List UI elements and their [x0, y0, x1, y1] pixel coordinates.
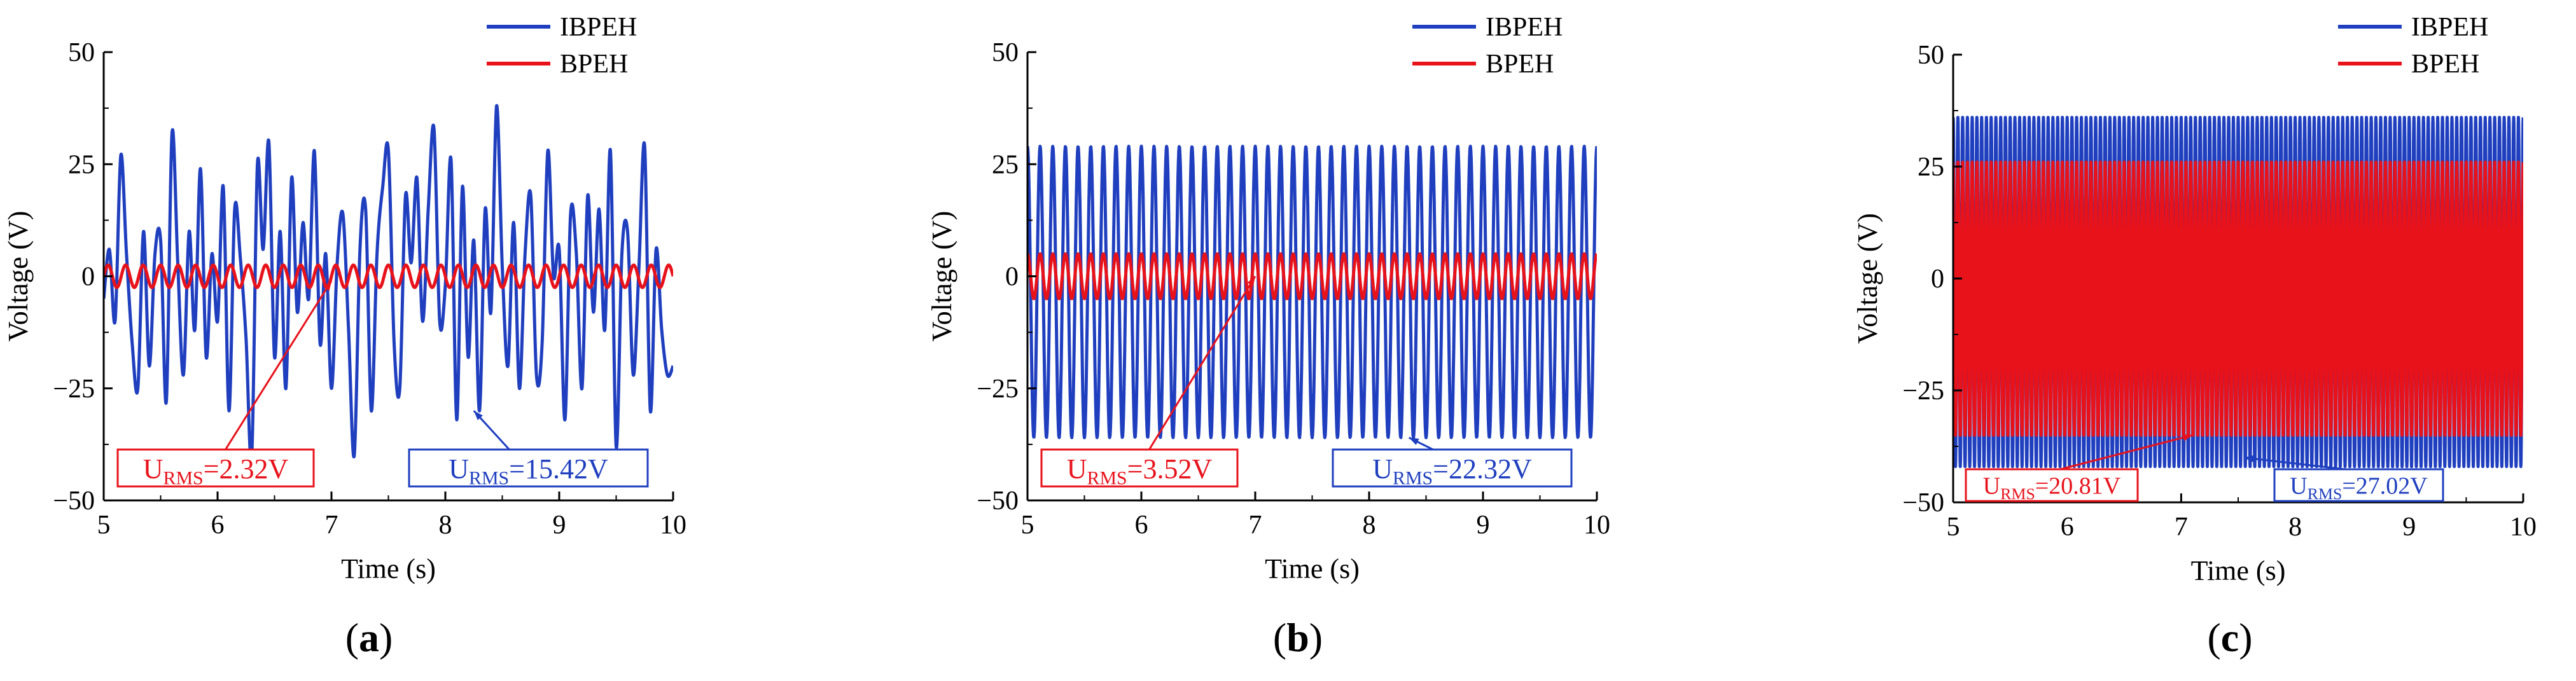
annotation-arrow	[1148, 275, 1257, 450]
rms-annotation: URMS=20.81V	[1965, 434, 2193, 503]
x-tick-label: 7	[1249, 511, 1262, 540]
rms-annotation: URMS=3.52V	[1040, 275, 1257, 489]
x-tick-label: 8	[2288, 512, 2302, 542]
x-tick-label: 8	[1363, 511, 1376, 540]
y-tick-label: 25	[992, 150, 1019, 179]
annotation-box	[1332, 448, 1573, 488]
plot-area	[1953, 116, 2523, 469]
chart-panel-b: 50 25 0 −25 −505 6 7 8 9 10 Time (s) Voltage (V) IBP…	[926, 13, 1610, 660]
annotation-label: URMS=22.32V	[1372, 453, 1532, 489]
x-tick-label: 6	[211, 511, 225, 540]
x-tick-label: 6	[2061, 512, 2074, 542]
annotation-box	[116, 448, 315, 488]
legend-label-ibpeh: IBPEH	[2411, 13, 2488, 42]
y-tick-label: −50	[977, 486, 1019, 516]
legend-label-bpeh: BPEH	[2411, 50, 2479, 79]
annotation-box	[408, 448, 649, 488]
y-axis-label: Voltage (V)	[3, 211, 34, 342]
y-tick-label: 0	[1931, 265, 1944, 294]
series-line-bpeh	[1953, 160, 2523, 437]
legend-label-ibpeh: IBPEH	[560, 13, 637, 42]
plot-area	[1027, 144, 1597, 439]
rms-annotation: URMS=22.32V	[1332, 436, 1573, 489]
chart-panel-c: 50 25 0 −25 −505 6 7 8 9 10 Time (s) Voltage (V) IBP…	[1852, 13, 2537, 660]
x-tick-label: 10	[2510, 512, 2537, 542]
y-tick-label: −50	[53, 486, 95, 516]
annotation-label: URMS=2.32V	[143, 453, 289, 489]
x-axis-label: Time (s)	[2191, 555, 2286, 586]
series-line-bpeh	[104, 263, 673, 289]
annotation-arrowhead	[1409, 437, 1419, 445]
x-tick-label: 9	[2402, 512, 2416, 542]
y-tick-label: 50	[992, 38, 1019, 67]
annotation-label: URMS=27.02V	[2290, 473, 2428, 503]
rms-annotation: URMS=2.32V	[116, 280, 333, 489]
annotation-arrowhead	[1247, 276, 1255, 287]
y-tick-label: −25	[53, 375, 95, 404]
y-tick-label: 25	[68, 150, 95, 179]
legend-label-ibpeh: IBPEH	[1486, 13, 1563, 42]
rms-annotation: URMS=27.02V	[2243, 455, 2444, 503]
x-tick-label: 5	[1947, 512, 1960, 542]
annotation-label: URMS=3.52V	[1067, 453, 1213, 489]
legend-label-bpeh: BPEH	[560, 50, 628, 79]
annotation-arrowhead	[473, 411, 483, 420]
annotation-box	[1040, 448, 1239, 488]
y-tick-label: 50	[1918, 41, 1944, 70]
legend-label-bpeh: BPEH	[1486, 50, 1554, 79]
x-tick-label: 5	[1021, 511, 1034, 540]
annotation-arrow	[225, 280, 333, 450]
y-tick-label: 25	[1918, 153, 1944, 182]
annotation-arrow	[2243, 457, 2346, 471]
x-tick-label: 5	[97, 511, 111, 540]
y-tick-label: 50	[68, 38, 95, 67]
annotation-arrowhead	[2243, 455, 2254, 462]
annotation-label: URMS=20.81V	[1983, 473, 2121, 503]
y-axis-label: Voltage (V)	[926, 211, 957, 342]
x-tick-label: 9	[1477, 511, 1490, 540]
y-tick-label: 0	[81, 263, 95, 292]
annotation-arrowhead	[323, 280, 331, 291]
y-tick-label: −25	[1902, 376, 1944, 406]
annotation-arrow	[2060, 434, 2193, 471]
annotation-box	[1965, 468, 2139, 502]
x-tick-label: 10	[660, 511, 686, 540]
x-tick-label: 6	[1135, 511, 1148, 540]
y-tick-label: −25	[977, 375, 1019, 404]
panel-label: (c)	[2207, 615, 2252, 660]
plot-area	[104, 104, 673, 462]
series-line-ibpeh	[1953, 116, 2523, 469]
annotation-box	[2273, 468, 2444, 502]
y-axis-label: Voltage (V)	[1852, 213, 1883, 344]
x-axis-label: Time (s)	[341, 553, 436, 584]
series-line-ibpeh	[1027, 144, 1597, 439]
x-tick-label: 7	[325, 511, 338, 540]
y-tick-label: −50	[1902, 488, 1944, 518]
x-tick-label: 7	[2175, 512, 2188, 542]
annotation-label: URMS=15.42V	[449, 453, 608, 489]
y-tick-label: 0	[1005, 263, 1019, 292]
x-tick-label: 9	[553, 511, 566, 540]
x-axis-label: Time (s)	[1265, 553, 1360, 584]
panel-label: (a)	[345, 615, 393, 660]
series-line-bpeh	[1027, 252, 1597, 301]
annotation-arrowhead	[2182, 434, 2193, 441]
panel-label: (b)	[1273, 615, 1323, 660]
rms-annotation: URMS=15.42V	[408, 409, 649, 489]
x-tick-label: 10	[1584, 511, 1610, 540]
chart-panel-a: 50 25 0 −25 −505 6 7 8 9 10 Time (s) Voltage (V) IBP…	[3, 13, 686, 660]
x-tick-label: 8	[439, 511, 452, 540]
